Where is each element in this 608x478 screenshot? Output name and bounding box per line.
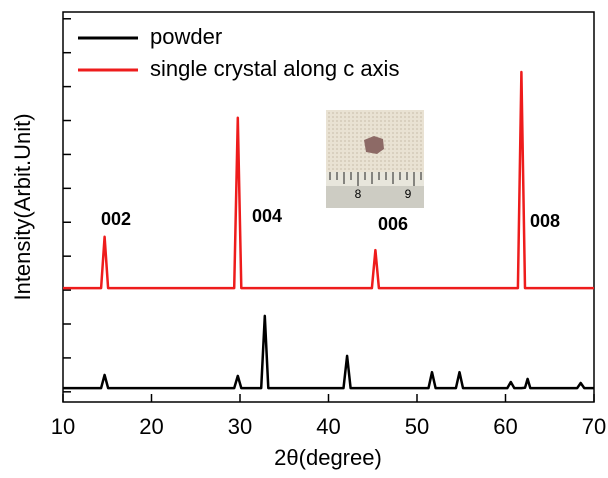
data-line [63, 314, 594, 390]
peak-label: 008 [530, 211, 560, 231]
peak-label: 002 [101, 209, 131, 229]
peak-label: 004 [252, 206, 282, 226]
x-tick-label: 50 [405, 414, 429, 439]
x-axis-label: 2θ(degree) [274, 445, 382, 470]
legend-label: single crystal along c axis [150, 56, 399, 81]
x-tick-label: 10 [51, 414, 75, 439]
peak-label: 006 [378, 214, 408, 234]
legend-label: powder [150, 24, 222, 49]
x-tick-label: 70 [582, 414, 606, 439]
ruler-label: 8 [355, 187, 362, 201]
x-tick-label: 60 [493, 414, 517, 439]
y-axis-label: Intensity(Arbit.Unit) [10, 113, 35, 300]
ruler-label: 9 [405, 187, 412, 201]
x-tick-label: 30 [228, 414, 252, 439]
data-line [63, 70, 594, 290]
x-tick-label: 20 [139, 414, 163, 439]
inset-photo: 8 9 [326, 110, 424, 208]
x-tick-label: 40 [316, 414, 340, 439]
